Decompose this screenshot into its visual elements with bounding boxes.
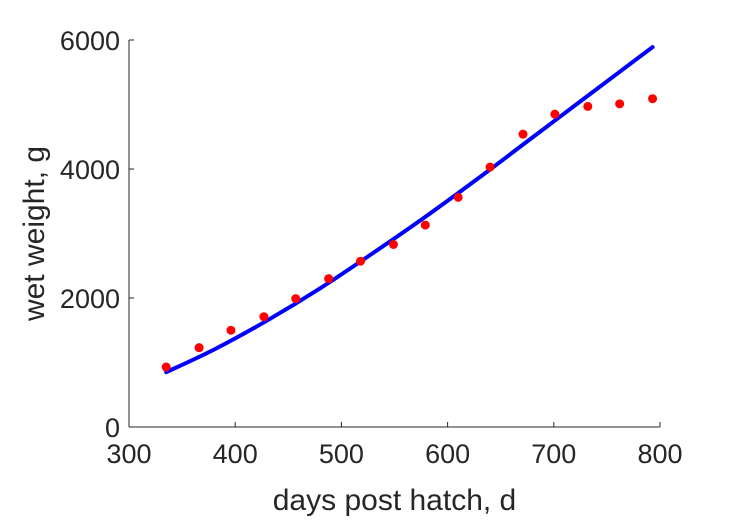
x-tick-label: 300 <box>106 439 151 469</box>
data-point <box>518 129 528 139</box>
data-point <box>648 94 658 104</box>
axis-labels: days post hatch, d wet weight, g <box>18 146 516 517</box>
x-axis-label: days post hatch, d <box>273 484 517 517</box>
data-point <box>356 256 366 266</box>
data-point <box>485 162 495 172</box>
data-point <box>453 192 463 202</box>
data-point <box>583 101 593 111</box>
data-point <box>324 274 334 284</box>
y-tick-label: 0 <box>105 413 120 443</box>
y-tick-label: 6000 <box>60 26 120 56</box>
x-tick-label: 700 <box>531 439 576 469</box>
y-axis-label: wet weight, g <box>18 146 51 322</box>
y-tick-label: 2000 <box>60 284 120 314</box>
data-point <box>615 99 625 109</box>
data-point <box>259 312 269 322</box>
data-point <box>161 362 171 372</box>
data-point <box>194 343 204 353</box>
x-tick-label: 400 <box>213 439 258 469</box>
data-points-layer <box>161 94 658 372</box>
axes: 300 400 500 600 700 800 0 2000 4000 6000 <box>60 26 683 469</box>
data-point <box>291 294 301 304</box>
fitted-curve-layer <box>164 45 655 375</box>
x-tick-label: 800 <box>637 439 682 469</box>
data-point <box>550 109 560 119</box>
data-point <box>420 220 430 230</box>
x-tick-label: 600 <box>425 439 470 469</box>
data-point <box>388 239 398 249</box>
x-tick-label: 500 <box>319 439 364 469</box>
y-tick-label: 4000 <box>60 155 120 185</box>
fitted-curve <box>164 45 655 375</box>
data-point <box>226 325 236 335</box>
